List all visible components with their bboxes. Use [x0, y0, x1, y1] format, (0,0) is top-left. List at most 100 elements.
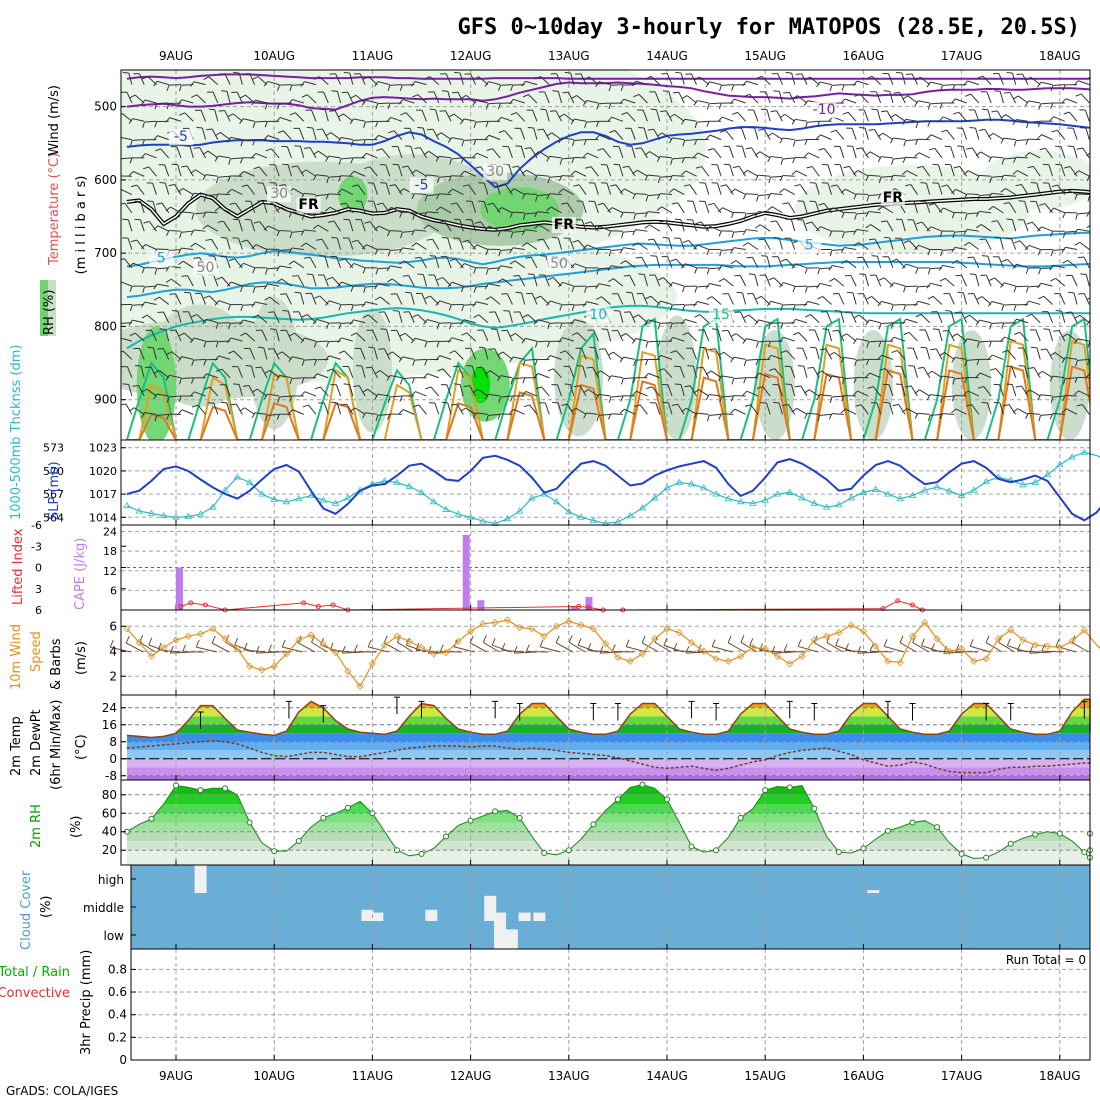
wind-barb: [175, 293, 182, 305]
wind-barb-flag: [168, 183, 175, 187]
wind-barb: [566, 202, 575, 214]
wind-barb-flag: [215, 323, 219, 330]
wind-barb-flag: [693, 389, 700, 394]
wind-barb-flag: [121, 202, 126, 205]
wind-barb: [316, 340, 329, 343]
rh-band: [126, 813, 1090, 823]
thickness-marker: [184, 512, 192, 519]
wind-barb: [782, 137, 795, 141]
bottom-date-label: 10AUG: [253, 1069, 295, 1083]
wind-barb-flag: [165, 206, 171, 212]
wind-barb: [598, 102, 611, 105]
wind-barb-flag: [893, 91, 900, 94]
cloud-bar: [494, 921, 507, 949]
wind-barb: [930, 226, 943, 232]
wind10m-tick-label: 6: [109, 619, 117, 633]
wind-barb: [304, 391, 317, 397]
wind-barb: [407, 165, 415, 177]
wind-barb: [955, 188, 967, 196]
wind-barb-flag: [927, 120, 931, 127]
wind-barb: [1057, 184, 1066, 195]
wind10m-barb: [1029, 651, 1052, 654]
wind-barb-flag: [866, 195, 870, 202]
wind-barb-flag: [426, 128, 434, 131]
wind-barb: [594, 182, 599, 195]
wind10m-speed-line-path: [126, 619, 1100, 688]
wind-barb: [955, 408, 967, 415]
rh2m-marker: [835, 849, 842, 856]
wind-barb: [1083, 293, 1090, 305]
wind-barb-flag: [632, 377, 636, 384]
wind-barb: [827, 182, 833, 195]
wind10m-barb-flag: [883, 639, 888, 647]
wind-barb-flag: [437, 276, 443, 281]
wind-barb: [372, 329, 378, 342]
wind-barb: [850, 311, 857, 323]
wind-barb-flag: [733, 165, 740, 169]
wind-barb: [748, 314, 759, 324]
wind-barb-flag: [1050, 102, 1054, 109]
rh2m-marker: [688, 843, 695, 850]
wind-barb-flag: [1025, 413, 1029, 419]
wind-barb: [354, 407, 366, 415]
wind10m-speed-marker: [749, 643, 757, 652]
wind-barb-flag: [461, 332, 468, 336]
wind-barb: [463, 139, 476, 142]
wind-barb-flag: [540, 108, 547, 111]
wind-barb: [1077, 80, 1090, 86]
wind10m-speed-marker: [246, 662, 254, 670]
wind-barb: [468, 184, 477, 195]
wind-barb-flag: [510, 332, 516, 337]
wind-barb: [598, 393, 611, 397]
wind-barb-flag: [461, 286, 465, 293]
wind-barb: [690, 73, 698, 85]
wind10m-speed-marker: [737, 652, 745, 660]
wind-barb: [848, 166, 857, 177]
wind10m-speed-marker: [773, 652, 782, 660]
wind-barb: [238, 72, 243, 85]
wind-barb-flag: [276, 278, 283, 283]
wind-barb-flag: [288, 356, 293, 363]
wind-barb: [140, 366, 145, 378]
wind-barb-flag: [527, 126, 534, 129]
wind-barb-flag: [214, 300, 220, 306]
thickness-marker: [515, 507, 524, 514]
wind-barb-flag: [426, 238, 433, 241]
wind-barb: [329, 300, 341, 305]
wind-barb: [322, 128, 329, 140]
wind-barb: [402, 377, 415, 380]
temp2m-tick-label: -8: [105, 769, 117, 783]
wind-barb: [696, 412, 709, 415]
wind-barb-flag: [620, 84, 624, 91]
wind-barb-flag: [1015, 183, 1022, 187]
wind-barb: [415, 391, 427, 397]
rh2m-marker: [492, 808, 499, 815]
cloud-bar: [867, 890, 880, 893]
wind-barb: [500, 375, 513, 379]
wind-barb: [1036, 347, 1041, 360]
wind-barb-flag: [1006, 71, 1013, 74]
wind-barb: [614, 130, 624, 140]
wind-barb: [1009, 92, 1017, 104]
wind-barb: [918, 300, 930, 305]
wind-barb: [623, 211, 636, 214]
wind-barb: [578, 184, 587, 195]
wind-barb-flag: [230, 403, 237, 406]
wind-barb: [576, 95, 587, 104]
wind-barb: [309, 257, 317, 269]
thickness-marker: [442, 505, 450, 512]
wind-barb: [353, 118, 366, 122]
wind-barb: [1068, 111, 1078, 122]
wind10m-speed-marker: [700, 647, 708, 655]
wind-barb-flag: [460, 118, 465, 125]
wind-barb: [905, 318, 918, 324]
wind-barb: [271, 202, 280, 214]
wind-barb-flag: [217, 220, 224, 223]
wind-barb-flag: [521, 81, 526, 87]
wind10m-speed-marker: [1068, 637, 1076, 645]
wind-barb-flag: [491, 328, 498, 330]
wind-barb: [758, 340, 771, 343]
wind-barb-flag: [365, 366, 372, 369]
wind-barb: [1078, 170, 1090, 177]
